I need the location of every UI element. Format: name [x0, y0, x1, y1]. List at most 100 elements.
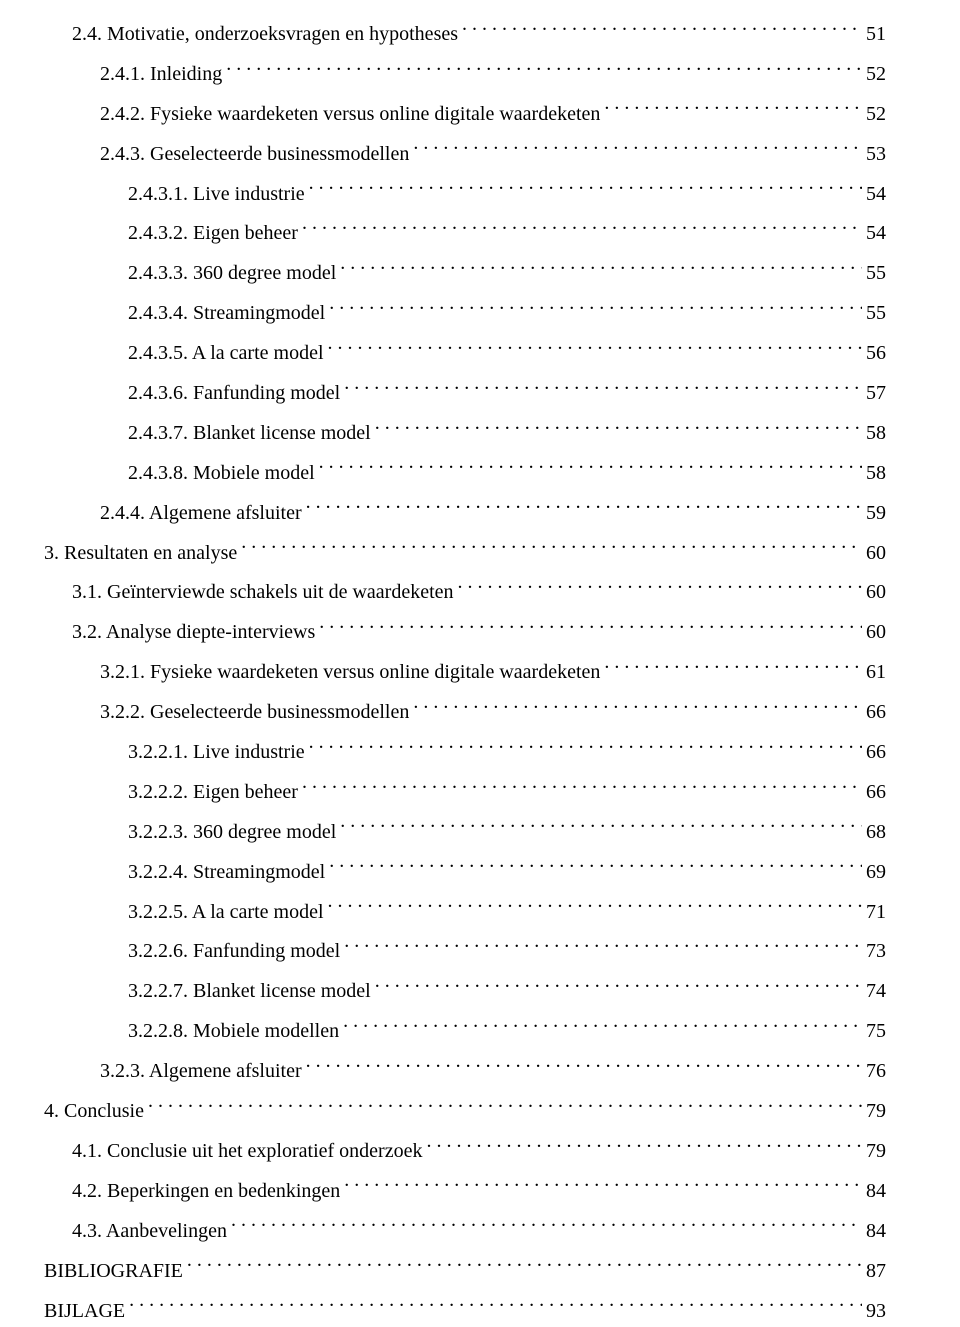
toc-entry-page: 71	[866, 896, 886, 928]
toc-entry-page: 58	[866, 417, 886, 449]
toc-entry-page: 69	[866, 856, 886, 888]
toc-dot-leader	[329, 858, 862, 878]
toc-entry: 4.1. Conclusie uit het exploratief onder…	[44, 1135, 886, 1167]
toc-dot-leader	[309, 738, 862, 758]
toc-entry-label: 4. Conclusie	[44, 1095, 144, 1127]
toc-entry-page: 66	[866, 776, 886, 808]
toc-entry-page: 79	[866, 1095, 886, 1127]
toc-entry: 3.2.3. Algemene afsluiter76	[44, 1055, 886, 1087]
toc-entry-label: 2.4.4. Algemene afsluiter	[100, 497, 302, 529]
toc-entry: 3.2.2.4. Streamingmodel 69	[44, 856, 886, 888]
toc-dot-leader	[340, 818, 862, 838]
toc-entry: 2.4.3. Geselecteerde businessmodellen 53	[44, 138, 886, 170]
toc-dot-leader	[413, 698, 862, 718]
toc-entry-label: 3.2.2.2. Eigen beheer	[128, 776, 298, 808]
toc-entry-page: 56	[866, 337, 886, 369]
toc-entry-page: 55	[866, 257, 886, 289]
toc-dot-leader	[319, 618, 862, 638]
toc-entry: 2.4.3.1. Live industrie 54	[44, 178, 886, 210]
toc-entry: 3.2.2.3. 360 degree model 68	[44, 816, 886, 848]
toc-entry: 2.4.4. Algemene afsluiter 59	[44, 497, 886, 529]
toc-dot-leader	[344, 379, 862, 399]
toc-dot-leader	[309, 180, 862, 200]
toc-dot-leader	[328, 898, 862, 918]
toc-entry-page: 57	[866, 377, 886, 409]
toc-dot-leader	[306, 499, 862, 519]
toc-entry-label: 3.2.2.4. Streamingmodel	[128, 856, 325, 888]
toc-entry-label: 3.2.2.3. 360 degree model	[128, 816, 336, 848]
toc-entry-page: 58	[866, 457, 886, 489]
toc-entry-page: 60	[866, 616, 886, 648]
toc-entry-label: 2.4.1. Inleiding	[100, 58, 222, 90]
toc-dot-leader	[148, 1097, 862, 1117]
toc-entry: 3.2.2.6. Fanfunding model73	[44, 935, 886, 967]
toc-entry-label: 3.1. Geïnterviewde schakels uit de waard…	[72, 576, 454, 608]
toc-entry-page: 61	[866, 656, 886, 688]
toc-dot-leader	[241, 539, 862, 559]
toc-entry-label: 2.4.3.4. Streamingmodel	[128, 297, 325, 329]
toc-entry-label: 4.3. Aanbevelingen	[72, 1215, 227, 1247]
toc-entry-page: 54	[866, 178, 886, 210]
toc-entry-label: 2.4.3.2. Eigen beheer	[128, 217, 298, 249]
toc-entry-label: 2.4.3.6. Fanfunding model	[128, 377, 340, 409]
toc-entry-label: 2.4.3.8. Mobiele model	[128, 457, 315, 489]
toc-entry: 3.2.2.5. A la carte model 71	[44, 896, 886, 928]
toc-entry: 2.4.3.4. Streamingmodel 55	[44, 297, 886, 329]
toc-entry-label: 3.2.2.1. Live industrie	[128, 736, 305, 768]
toc-entry-label: BIBLIOGRAFIE	[44, 1255, 183, 1287]
toc-entry-label: 2.4.3.1. Live industrie	[128, 178, 305, 210]
toc-dot-leader	[413, 140, 862, 160]
toc-entry-label: 3. Resultaten en analyse	[44, 537, 237, 569]
table-of-contents: 2.4. Motivatie, onderzoeksvragen en hypo…	[44, 18, 886, 1327]
toc-entry: 2.4.3.7. Blanket license model58	[44, 417, 886, 449]
toc-entry: 3.2.1. Fysieke waardeketen versus online…	[44, 656, 886, 688]
toc-entry-page: 52	[866, 98, 886, 130]
toc-entry: BIJLAGE93	[44, 1295, 886, 1327]
toc-dot-leader	[343, 1017, 862, 1037]
toc-entry: 2.4.3.8. Mobiele model 58	[44, 457, 886, 489]
toc-entry-page: 51	[866, 18, 886, 50]
toc-entry-label: 2.4.3. Geselecteerde businessmodellen	[100, 138, 409, 170]
toc-entry: 2.4.3.5. A la carte model 56	[44, 337, 886, 369]
toc-dot-leader	[328, 339, 862, 359]
toc-entry-page: 75	[866, 1015, 886, 1047]
toc-entry: 2.4. Motivatie, onderzoeksvragen en hypo…	[44, 18, 886, 50]
toc-entry: 3.2.2.8. Mobiele modellen 75	[44, 1015, 886, 1047]
toc-entry-label: 3.2.2.5. A la carte model	[128, 896, 324, 928]
toc-dot-leader	[426, 1137, 862, 1157]
toc-dot-leader	[302, 219, 862, 239]
toc-dot-leader	[462, 20, 862, 40]
toc-entry-page: 84	[866, 1215, 886, 1247]
toc-entry: 4.3. Aanbevelingen 84	[44, 1215, 886, 1247]
toc-dot-leader	[375, 419, 862, 439]
toc-entry-label: 2.4.3.5. A la carte model	[128, 337, 324, 369]
toc-dot-leader	[319, 459, 862, 479]
toc-entry-page: 66	[866, 696, 886, 728]
toc-dot-leader	[302, 778, 862, 798]
toc-entry: 2.4.1. Inleiding 52	[44, 58, 886, 90]
toc-entry-page: 74	[866, 975, 886, 1007]
toc-entry-page: 53	[866, 138, 886, 170]
toc-dot-leader	[231, 1217, 862, 1237]
toc-entry-page: 55	[866, 297, 886, 329]
toc-dot-leader	[187, 1257, 862, 1277]
toc-dot-leader	[344, 937, 862, 957]
toc-entry-page: 68	[866, 816, 886, 848]
toc-entry-label: 3.2.2.6. Fanfunding model	[128, 935, 340, 967]
toc-entry: 3.2.2.1. Live industrie 66	[44, 736, 886, 768]
toc-dot-leader	[329, 299, 862, 319]
toc-entry-label: 3.2.2. Geselecteerde businessmodellen	[100, 696, 409, 728]
toc-entry-label: 2.4.3.3. 360 degree model	[128, 257, 336, 289]
toc-entry-page: 52	[866, 58, 886, 90]
toc-entry-label: 3.2.2.8. Mobiele modellen	[128, 1015, 339, 1047]
toc-entry: 3.2.2.7. Blanket license model74	[44, 975, 886, 1007]
toc-entry: 3. Resultaten en analyse 60	[44, 537, 886, 569]
toc-entry-page: 59	[866, 497, 886, 529]
toc-entry-page: 60	[866, 537, 886, 569]
toc-entry-page: 87	[866, 1255, 886, 1287]
toc-entry-label: 3.2.1. Fysieke waardeketen versus online…	[100, 656, 600, 688]
toc-entry-page: 84	[866, 1175, 886, 1207]
toc-entry-page: 66	[866, 736, 886, 768]
toc-entry: 3.2. Analyse diepte-interviews60	[44, 616, 886, 648]
toc-entry-page: 76	[866, 1055, 886, 1087]
